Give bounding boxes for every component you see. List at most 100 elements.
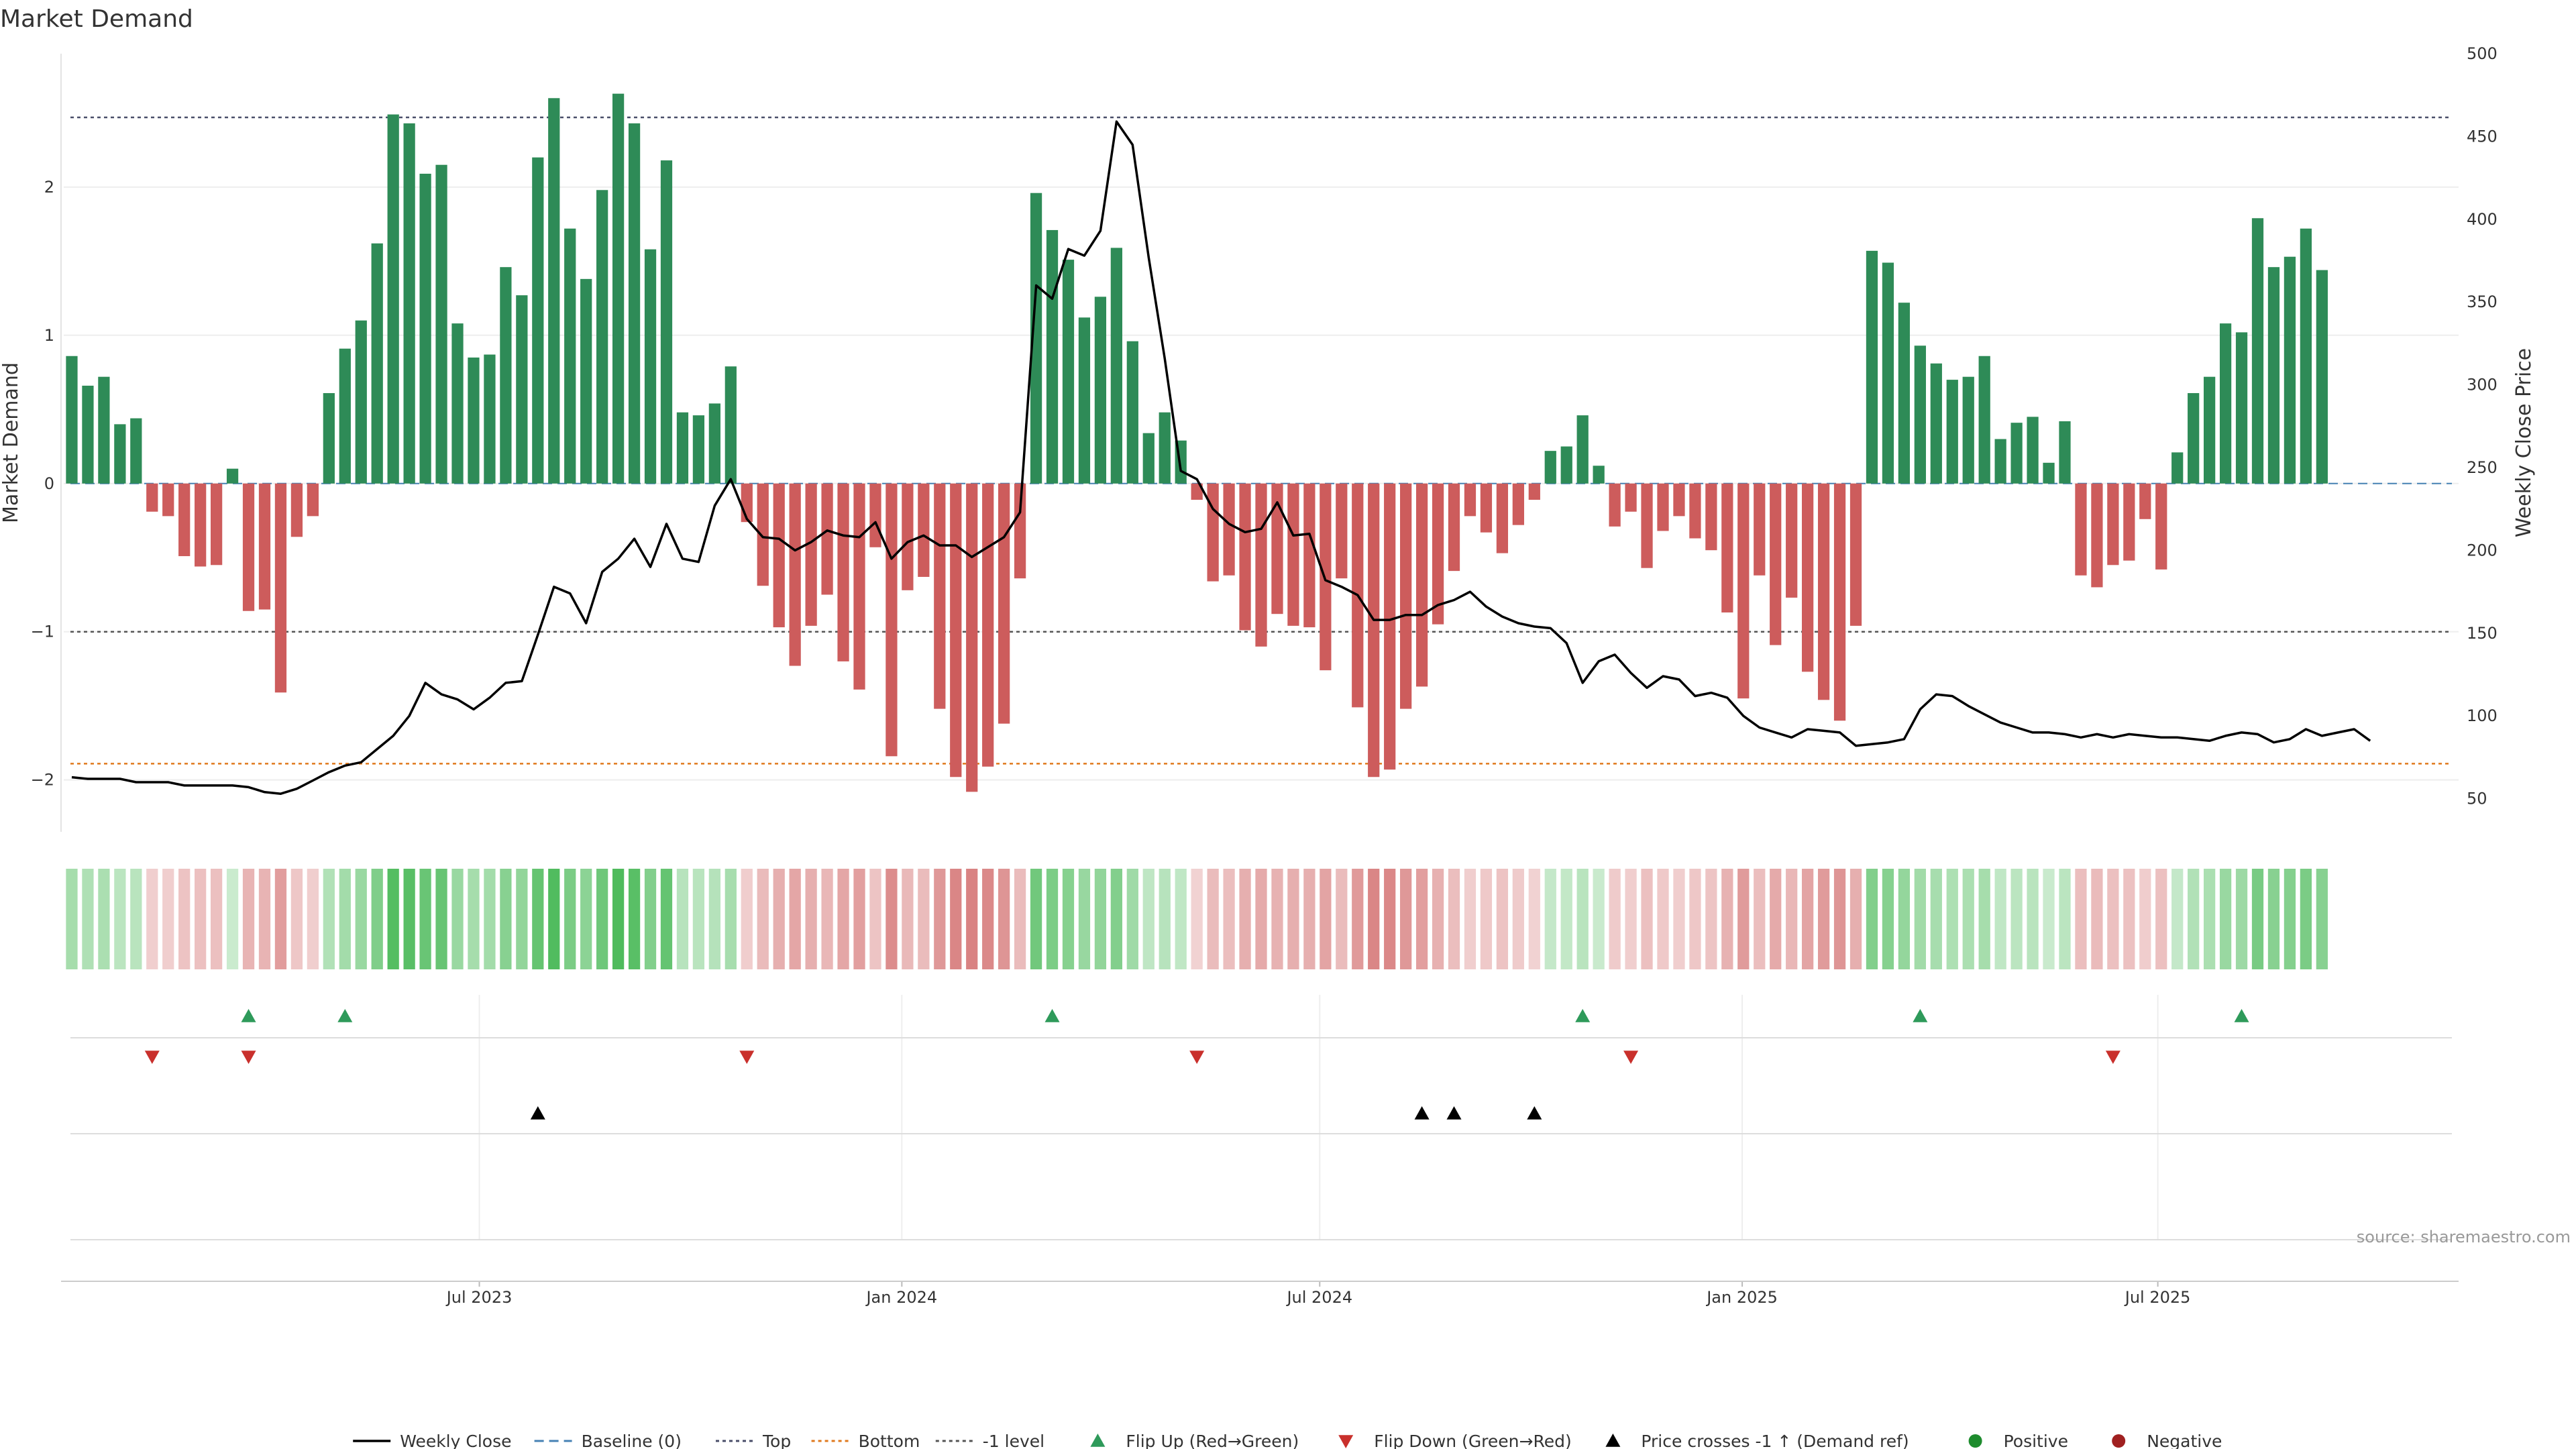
demand-bar	[1094, 297, 1107, 484]
demand-bar	[1336, 483, 1348, 579]
demand-bar	[162, 483, 174, 517]
heat-cell	[1930, 869, 1942, 969]
x-tick-label: Jul 2025	[2124, 1288, 2191, 1307]
heat-cell	[2155, 869, 2167, 969]
demand-bar	[355, 320, 367, 484]
heat-cell	[789, 869, 801, 969]
x-tick-label: Jan 2025	[1705, 1288, 1778, 1307]
heat-cell	[1882, 869, 1894, 969]
demand-bar	[1802, 483, 1814, 672]
demand-bar	[1560, 446, 1572, 484]
demand-bar	[1030, 193, 1042, 484]
demand-bar	[258, 483, 271, 610]
heat-cell	[1303, 869, 1316, 969]
demand-bar	[403, 123, 415, 484]
demand-bar	[82, 385, 94, 484]
heat-cell	[1946, 869, 1958, 969]
heat-cell	[596, 869, 608, 969]
demand-bar	[516, 295, 528, 484]
heat-cell	[1721, 869, 1733, 969]
demand-bar	[66, 356, 78, 484]
legend-swatch	[1605, 1434, 1621, 1447]
demand-bar	[226, 468, 239, 484]
heat-cell	[660, 869, 673, 969]
y-tick-label-left: 2	[44, 178, 54, 197]
heat-cell	[66, 869, 78, 969]
demand-bar	[1078, 317, 1091, 484]
heat-cell	[1866, 869, 1878, 969]
heat-cell	[371, 869, 383, 969]
heat-cell	[516, 869, 528, 969]
demand-bar	[371, 243, 383, 484]
legend-swatch	[2112, 1434, 2126, 1448]
heat-cell	[195, 869, 207, 969]
demand-bar	[2267, 267, 2280, 484]
price-cross-marker	[1527, 1106, 1542, 1120]
demand-bar	[1126, 341, 1138, 484]
flip-up-marker	[1575, 1009, 1591, 1022]
flip-down-marker	[739, 1051, 755, 1064]
demand-bar	[1705, 483, 1717, 551]
heat-cell	[500, 869, 512, 969]
heat-cell	[853, 869, 865, 969]
heat-cell	[821, 869, 833, 969]
demand-bar	[2219, 323, 2232, 484]
heat-cell	[355, 869, 367, 969]
demand-bar	[1898, 303, 1911, 484]
demand-bar	[1384, 483, 1396, 770]
demand-bar	[2027, 417, 2039, 484]
y-tick-label-right: 350	[2467, 292, 2498, 311]
heat-cell	[1641, 869, 1653, 969]
heat-cell	[323, 869, 335, 969]
legend-item: Flip Up (Red→Green)	[1090, 1432, 1299, 1449]
demand-bar	[918, 483, 930, 577]
heat-cell	[1962, 869, 1974, 969]
demand-bar	[1415, 483, 1428, 687]
demand-bar	[805, 483, 817, 626]
flip-down-marker	[2105, 1051, 2121, 1064]
heat-cell	[1159, 869, 1171, 969]
heat-cell	[468, 869, 480, 969]
demand-bar	[2251, 218, 2264, 484]
chart-title: Market Demand	[0, 5, 193, 33]
legend-item: Negative	[2112, 1432, 2222, 1449]
heat-cell	[724, 869, 737, 969]
heat-cell	[130, 869, 142, 969]
heat-cell	[741, 869, 753, 969]
heat-cell	[982, 869, 994, 969]
y-tick-label-right: 400	[2467, 210, 2498, 229]
heat-cell	[307, 869, 319, 969]
heat-cell	[532, 869, 544, 969]
axes-layer: −2−101250100150200250300350400450500Jul …	[31, 44, 2498, 1307]
heat-cell	[757, 869, 769, 969]
heat-cell	[484, 869, 496, 969]
demand-bar	[1014, 483, 1026, 579]
price-cross-marker	[530, 1106, 545, 1120]
demand-bar	[934, 483, 946, 709]
heat-cell	[1480, 869, 1493, 969]
heat-cell	[1496, 869, 1509, 969]
legend-label: Negative	[2147, 1432, 2222, 1449]
demand-bar	[1400, 483, 1412, 709]
heat-cell	[1914, 869, 1926, 969]
legend-label: Positive	[2004, 1432, 2068, 1449]
demand-bar	[307, 483, 319, 517]
heat-cell	[1609, 869, 1621, 969]
heat-cell	[1593, 869, 1605, 969]
heat-cell	[2251, 869, 2264, 969]
heat-cell	[676, 869, 689, 969]
heat-cell	[1528, 869, 1540, 969]
demand-bar	[114, 424, 126, 484]
demand-bar	[724, 366, 737, 484]
demand-bar	[274, 483, 287, 693]
heat-cell	[1625, 869, 1637, 969]
heat-cell	[2219, 869, 2232, 969]
flip-up-marker	[1913, 1009, 1928, 1022]
heat-cell	[2284, 869, 2296, 969]
heat-cell	[1014, 869, 1026, 969]
heat-cell	[1271, 869, 1283, 969]
heat-cell	[242, 869, 255, 969]
legend-item: Baseline (0)	[534, 1432, 682, 1449]
demand-bar	[1046, 229, 1059, 484]
demand-bar	[2155, 483, 2167, 570]
